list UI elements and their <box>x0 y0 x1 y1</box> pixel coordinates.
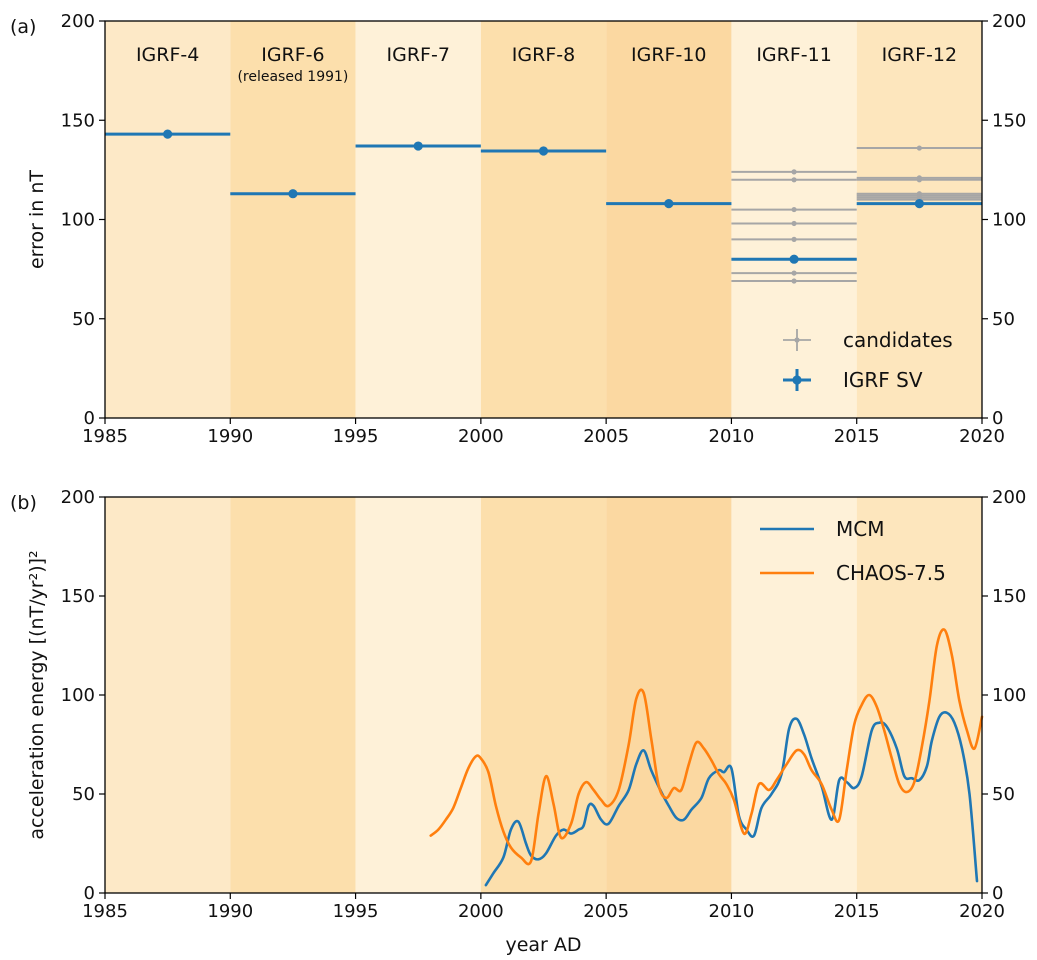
candidate-point <box>791 169 797 175</box>
epoch-label: IGRF-11 <box>756 44 832 66</box>
plot-marks-b <box>429 628 984 887</box>
epoch-label: IGRF-10 <box>631 44 707 66</box>
y-tick-label-right: 0 <box>992 408 1003 429</box>
plot-marks-a: IGRF-4 IGRF-6 (released 1991) IGRF-7 IGRF-8 I… <box>105 44 982 284</box>
epoch-label: IGRF-6 <box>261 44 324 66</box>
epoch-band <box>480 497 607 893</box>
y-tick-label-right: 150 <box>992 586 1026 607</box>
x-tick-label: 2005 <box>583 901 629 922</box>
epoch-band <box>230 497 356 893</box>
chaos-line <box>429 628 984 866</box>
igrf-sv-point <box>538 146 549 156</box>
epoch-band <box>105 21 231 418</box>
candidate-point <box>791 220 797 227</box>
y-tick-label-right: 200 <box>992 11 1026 32</box>
x-tick-label: 2005 <box>583 426 629 447</box>
epoch-band <box>856 497 982 893</box>
x-tick-label: 1990 <box>207 426 253 447</box>
epoch-band <box>355 21 481 418</box>
candidate-point <box>791 278 797 284</box>
y-tick-label-left: 150 <box>61 110 95 131</box>
x-tick-label: 2000 <box>458 901 504 922</box>
candidate-point <box>791 236 797 242</box>
epoch-band <box>856 21 982 418</box>
epoch-label: IGRF-4 <box>136 44 199 66</box>
legend-a: candidates IGRF SV <box>783 328 953 392</box>
epoch-label: IGRF-7 <box>387 44 450 66</box>
y-tick-label-left: 100 <box>61 685 95 706</box>
x-tick-label: 2015 <box>834 426 880 447</box>
y-tick-label-left: 0 <box>84 408 95 429</box>
epoch-band <box>731 21 857 418</box>
y-axis-label-a: error in nT <box>26 170 48 269</box>
y-tick-label-left: 50 <box>72 784 95 805</box>
epoch-note: (released 1991) <box>237 69 348 85</box>
y-tick-label-right: 150 <box>992 110 1026 131</box>
epoch-band <box>355 497 481 893</box>
candidate-point <box>791 177 797 183</box>
epoch-band <box>731 497 857 893</box>
y-tick-label-left: 150 <box>61 586 95 607</box>
x-tick-label: 2020 <box>959 426 1005 447</box>
candidate-point <box>916 145 922 151</box>
y-tick-label-right: 200 <box>992 487 1026 508</box>
x-tick-label: 2020 <box>959 901 1005 922</box>
epoch-band <box>480 21 607 418</box>
legend-mcm-label: MCM <box>836 517 884 541</box>
panel-a: IGRF-4 IGRF-6 (released 1991) IGRF-7 IGRF-8 I… <box>10 11 1026 447</box>
x-tick-label: 1985 <box>82 901 128 922</box>
candidate-point <box>916 177 922 183</box>
panel-a-label: (a) <box>10 16 36 38</box>
y-tick-label-left: 200 <box>61 11 95 32</box>
y-tick-label-right: 100 <box>992 685 1026 706</box>
epoch-label: IGRF-12 <box>882 44 958 66</box>
igrf-sv-point <box>789 254 799 264</box>
panel-b-label: (b) <box>10 492 37 514</box>
epoch-band <box>606 21 732 418</box>
legend-igrf-sv-label: IGRF SV <box>843 368 923 392</box>
y-tick-label-left: 200 <box>61 487 95 508</box>
epoch-band <box>105 497 231 893</box>
shading-bands-b <box>105 497 982 893</box>
igrf-sv-point <box>288 189 298 199</box>
x-tick-label: 1995 <box>333 426 379 447</box>
x-tick-label: 2010 <box>709 426 755 447</box>
x-tick-label: 1990 <box>207 901 253 922</box>
y-tick-label-left: 0 <box>84 883 95 904</box>
x-tick-label: 2015 <box>834 901 880 922</box>
candidate-point <box>791 206 797 213</box>
x-tick-label: 1995 <box>333 901 379 922</box>
x-tick-label: 2010 <box>709 901 755 922</box>
igrf-sv-point <box>664 199 674 209</box>
igrf-sv-point <box>914 199 924 209</box>
y-tick-label-left: 50 <box>72 309 95 330</box>
legend-chaos-label: CHAOS-7.5 <box>836 561 946 585</box>
candidate-point <box>791 270 797 276</box>
y-tick-label-right: 100 <box>992 210 1026 231</box>
x-axis-label: year AD <box>505 934 581 956</box>
igrf-sv-point <box>163 129 173 139</box>
igrf-sv-point <box>413 141 423 151</box>
legend-candidates-label: candidates <box>843 328 953 352</box>
y-axis-label-b: acceleration energy [(nT/yr²)]² <box>26 550 48 839</box>
y-tick-label-right: 50 <box>992 784 1015 805</box>
epoch-label: IGRF-8 <box>512 44 575 66</box>
epoch-band <box>230 21 356 418</box>
y-tick-label-right: 50 <box>992 309 1015 330</box>
epoch-band <box>606 497 732 893</box>
shading-bands-a <box>105 21 982 418</box>
legend-marker-dot <box>792 375 802 385</box>
y-tick-label-left: 100 <box>61 210 95 231</box>
legend-b: MCM CHAOS-7.5 <box>760 517 946 585</box>
legend-marker-dot <box>794 337 800 343</box>
x-tick-label: 1985 <box>82 426 128 447</box>
x-tick-label: 2000 <box>458 426 504 447</box>
y-tick-label-right: 0 <box>992 883 1003 904</box>
